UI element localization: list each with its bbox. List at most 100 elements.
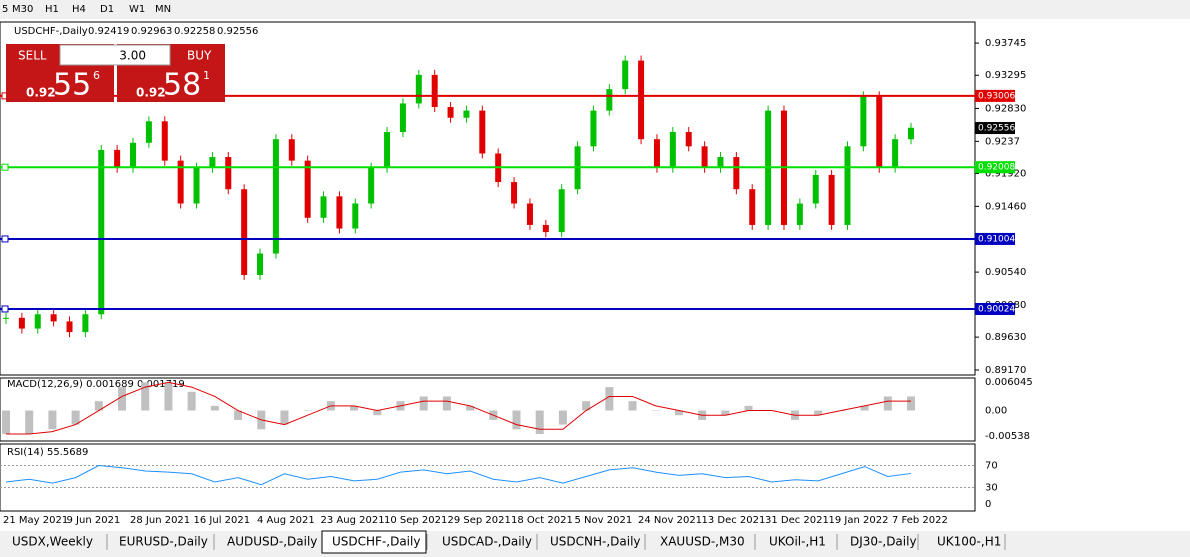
- candle: [590, 110, 597, 147]
- x-tick-label: 28 Jun 2021: [130, 515, 190, 526]
- candle: [209, 157, 216, 168]
- macd-bar: [118, 387, 127, 411]
- macd-bar: [744, 405, 753, 411]
- rsi-frame: [0, 443, 976, 512]
- candle: [431, 74, 438, 108]
- timeframe-button[interactable]: 5: [2, 4, 8, 15]
- y-tick-label: 0.90540: [985, 267, 1026, 278]
- x-tick-label: 23 Aug 2021: [321, 515, 385, 526]
- tab[interactable]: AUDUSD-,Daily: [227, 535, 317, 549]
- sell-button[interactable]: SELL: [18, 49, 47, 63]
- timeframe-button[interactable]: H1: [45, 4, 59, 15]
- ohlc-value: 0.92963: [131, 26, 172, 37]
- candle: [796, 203, 803, 225]
- candle: [114, 149, 121, 168]
- macd-bar: [814, 410, 823, 416]
- tab[interactable]: XAUUSD-,M30: [660, 535, 745, 549]
- macd-bar: [141, 382, 150, 411]
- timeframe-button[interactable]: W1: [129, 4, 145, 15]
- candle: [558, 189, 565, 233]
- macd-bar: [48, 410, 57, 430]
- volume[interactable]: 3.00: [119, 49, 146, 63]
- macd-bar: [860, 405, 869, 411]
- price-label-box: [975, 302, 1015, 315]
- macd-bar: [883, 396, 892, 411]
- macd-bar: [419, 396, 428, 411]
- macd-bar: [164, 382, 173, 411]
- candle: [82, 314, 89, 333]
- tab[interactable]: EURUSD-,Daily: [119, 535, 208, 549]
- tab[interactable]: USDCAD-,Daily: [442, 535, 532, 549]
- candle: [479, 110, 486, 154]
- x-tick-label: 19 Jan 2022: [829, 515, 889, 526]
- macd-tick-label: 0.00: [985, 406, 1007, 417]
- rsi-tick-label: 70: [985, 461, 998, 472]
- x-tick-label: 29 Sep 2021: [448, 515, 511, 526]
- x-tick-label: 21 May 2021: [3, 515, 68, 526]
- volume-box[interactable]: [59, 44, 171, 66]
- macd-bar: [71, 410, 80, 425]
- macd-bar: [2, 410, 10, 434]
- candle: [145, 121, 152, 143]
- candle: [193, 167, 200, 204]
- tab[interactable]: USDCHF-,Daily: [332, 535, 420, 549]
- macd-bar: [373, 410, 382, 416]
- candle: [288, 139, 295, 161]
- macd-bar: [187, 391, 196, 411]
- y-tick-label: 0.93295: [985, 70, 1026, 81]
- macd-bar: [350, 405, 359, 411]
- tab[interactable]: USDX,Weekly: [12, 535, 93, 549]
- tab[interactable]: UKOil-,H1: [769, 535, 826, 549]
- x-tick-label: 16 Jul 2021: [194, 515, 251, 526]
- macd-bar: [674, 410, 683, 416]
- macd-bar: [234, 410, 243, 420]
- candle: [50, 314, 57, 322]
- candle: [34, 314, 41, 329]
- active-tab[interactable]: [321, 530, 427, 554]
- candle: [749, 189, 756, 225]
- candle: [876, 96, 883, 168]
- candle: [241, 189, 248, 275]
- chart-title: USDCHF-,Daily: [14, 26, 88, 37]
- candle: [415, 74, 422, 104]
- ask-prefix: 0.92: [136, 86, 166, 100]
- price-label: 0.91004: [978, 234, 1015, 244]
- bid-prefix: 0.92: [26, 86, 56, 100]
- level-handle[interactable]: [1, 163, 9, 171]
- timeframe-button[interactable]: H4: [72, 4, 86, 15]
- timeframe-button[interactable]: M30: [12, 4, 33, 15]
- candle: [860, 96, 867, 147]
- y-tick-label: 0.92830: [985, 103, 1026, 114]
- level-handle[interactable]: [1, 235, 9, 243]
- candle: [18, 317, 25, 329]
- rsi-line: [5, 464, 912, 486]
- tab[interactable]: UK100-,H1: [937, 535, 1001, 549]
- tab[interactable]: USDCNH-,Daily: [550, 535, 641, 549]
- y-tick-label: 0.91460: [985, 201, 1026, 212]
- candle: [511, 182, 518, 204]
- x-tick-label: 5 Nov 2021: [575, 515, 633, 526]
- candle: [272, 139, 279, 254]
- rsi-tick-label: 0: [985, 499, 991, 510]
- price-label: 0.92556: [978, 124, 1015, 134]
- candle: [225, 157, 232, 190]
- candle: [622, 60, 629, 90]
- macd-label: MACD(12,26,9) 0.001689 0.001719: [7, 379, 185, 390]
- timeframe-button[interactable]: MN: [155, 4, 171, 15]
- x-tick-label: 13 Dec 2021: [702, 515, 766, 526]
- candle: [606, 89, 613, 111]
- buy-button[interactable]: BUY: [187, 49, 212, 63]
- y-tick-label: 0.89630: [985, 332, 1026, 343]
- x-tick-label: 10 Sep 2021: [384, 515, 447, 526]
- macd-tick-label: -0.00538: [985, 431, 1030, 442]
- macd-bar: [94, 401, 103, 411]
- candle: [828, 174, 835, 225]
- tab[interactable]: DJ30-,Daily: [850, 535, 917, 549]
- timeframe-button[interactable]: D1: [100, 4, 114, 15]
- macd-bar: [466, 405, 475, 411]
- level-handle[interactable]: [1, 305, 9, 313]
- candle: [336, 196, 343, 229]
- price-label-box: [975, 232, 1015, 245]
- macd-bar: [907, 396, 915, 411]
- ohlc-value: 0.92556: [217, 26, 258, 37]
